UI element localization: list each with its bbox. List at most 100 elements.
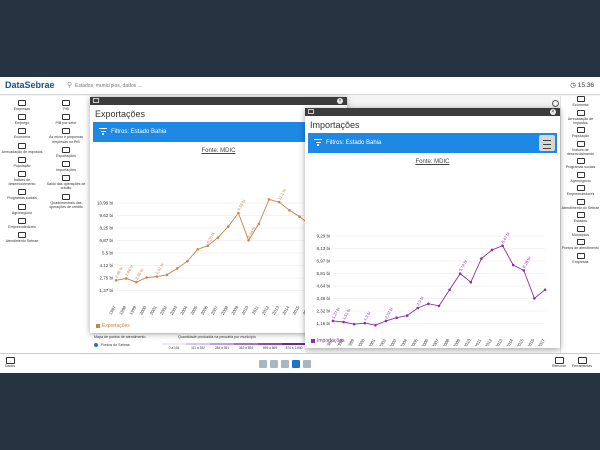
right-nav-item[interactable]: Programas sociais — [561, 158, 600, 169]
data-point[interactable] — [155, 275, 159, 278]
data-point[interactable] — [458, 272, 462, 275]
data-point[interactable] — [533, 297, 536, 300]
left-nav-col1-item[interactable]: Índices de desenvolvimento — [0, 171, 44, 186]
export-window-title: Exportações — [95, 109, 146, 119]
left-nav-col2-item[interactable]: PIB por setor — [44, 114, 88, 125]
hamburger-menu-icon[interactable] — [539, 135, 555, 151]
data-point[interactable] — [522, 269, 526, 272]
x-tick-label: 2008 — [220, 304, 229, 315]
right-nav-item[interactable]: Economia — [561, 96, 600, 107]
left-nav-col1-item[interactable]: População — [0, 156, 44, 168]
right-nav-item[interactable]: Índices de desenvolvimento — [561, 140, 600, 156]
right-nav-label: Pontos de atendimento — [562, 246, 599, 251]
page-dot[interactable] — [303, 360, 311, 368]
data-point[interactable] — [543, 288, 547, 292]
data-label: 1,37 bi — [331, 306, 341, 319]
export-filter-bar[interactable]: Filtros: Estado Bahia — [93, 122, 344, 142]
data-point[interactable] — [448, 288, 451, 292]
right-nav-item[interactable]: Pontos de atendimento — [561, 239, 600, 250]
left-nav-col1-item[interactable]: Empreendedores — [0, 217, 44, 229]
page-dot-active[interactable] — [292, 360, 300, 368]
left-nav-col1-item[interactable]: Atendimento Sebrae — [0, 232, 44, 243]
data-point[interactable] — [331, 319, 335, 323]
data-point[interactable] — [395, 316, 398, 320]
data-point[interactable] — [114, 278, 118, 282]
right-nav-item[interactable]: Empresas — [561, 252, 600, 264]
search-input[interactable] — [75, 80, 245, 91]
data-point[interactable] — [186, 259, 189, 263]
x-tick-label: 2005 — [410, 337, 419, 346]
import-filter-bar[interactable]: Filtros: Estado Bahia — [308, 133, 557, 153]
data-point[interactable] — [175, 267, 179, 270]
left-nav-col2-item[interactable]: Importações — [44, 161, 88, 172]
data-point[interactable] — [124, 277, 128, 280]
right-nav-item[interactable]: Empreendedores — [561, 185, 600, 196]
y-tick-label: 3,48 bi — [316, 296, 330, 301]
data-point[interactable] — [267, 198, 271, 201]
left-nav-col1-item[interactable]: Agronegócio — [0, 203, 44, 215]
data-point[interactable] — [165, 273, 169, 277]
remove-button[interactable]: Remover — [552, 357, 566, 368]
data-point[interactable] — [237, 211, 240, 215]
left-nav-col1-item[interactable]: Arrecadação de impostos — [0, 142, 44, 154]
import-window-bar[interactable]: × — [305, 108, 560, 116]
export-window-bar[interactable]: × — [90, 97, 347, 105]
data-point[interactable] — [352, 322, 356, 326]
data-button[interactable]: Dados — [5, 357, 15, 368]
data-point[interactable] — [257, 222, 261, 226]
right-nav-item[interactable]: Municípios — [561, 225, 600, 237]
data-point[interactable] — [405, 314, 409, 317]
data-point[interactable] — [288, 208, 291, 212]
left-nav-col1-item[interactable]: Economia — [0, 128, 44, 139]
data-point[interactable] — [342, 320, 345, 324]
right-nav-item[interactable]: Agronegócio — [561, 171, 600, 183]
left-nav-col2-item[interactable]: Saldo das operações de crédito — [44, 175, 88, 190]
data-point[interactable] — [511, 263, 515, 267]
import-source-link[interactable]: Fonte: MDIC — [415, 159, 450, 165]
data-point[interactable] — [135, 280, 138, 284]
data-point[interactable] — [416, 306, 420, 310]
left-nav-col1-item[interactable]: Emprego — [0, 114, 44, 125]
right-nav-item[interactable]: Estados — [561, 212, 600, 223]
data-point[interactable] — [437, 304, 441, 308]
page-dot[interactable] — [259, 360, 267, 368]
page-dot[interactable] — [281, 360, 289, 368]
app-screen: DataSebrae ⚲ ◷ 15:36 Empresas Emprego Econ… — [0, 77, 600, 373]
left-nav-col1-item[interactable]: Empresas — [0, 100, 44, 111]
left-nav-col2-item[interactable]: As micro e pequenas empresas no PIB — [44, 128, 88, 144]
data-point[interactable] — [363, 321, 367, 325]
tools-button[interactable]: Ferramentas — [572, 357, 592, 368]
left-nav-col1-item[interactable]: Programas sociais — [0, 189, 44, 200]
left-nav-col2-label: As micro e pequenas empresas no PIB — [49, 135, 83, 144]
right-nav-item[interactable]: População — [561, 127, 600, 138]
left-nav-col2-item[interactable]: Quadrimestrais das operações de crédito — [44, 193, 88, 209]
left-nav-col2-item[interactable]: PIB — [44, 100, 88, 111]
data-point[interactable] — [226, 225, 230, 228]
data-point[interactable] — [427, 302, 430, 306]
close-icon[interactable]: × — [550, 109, 556, 115]
data-point[interactable] — [206, 244, 210, 248]
data-point[interactable] — [196, 248, 199, 251]
export-filter-label: Filtros: Estado Bahia — [111, 129, 167, 135]
app-logo[interactable]: DataSebrae — [5, 80, 55, 90]
data-point[interactable] — [490, 248, 494, 252]
data-point[interactable] — [384, 319, 388, 323]
left-nav-col1-label: Arrecadação de impostos — [1, 149, 43, 154]
data-point[interactable] — [374, 323, 377, 327]
x-tick-label: 1999 — [346, 337, 355, 346]
right-nav-item[interactable]: Arrecadação de impostos — [561, 109, 600, 125]
globe-icon[interactable] — [552, 100, 559, 107]
page-dot[interactable] — [270, 360, 278, 368]
right-nav-item[interactable]: Atendimento do Sebrae — [561, 198, 600, 210]
data-point[interactable] — [480, 257, 483, 260]
data-point[interactable] — [216, 236, 220, 239]
data-point[interactable] — [501, 244, 504, 247]
data-point[interactable] — [298, 215, 301, 218]
data-point[interactable] — [145, 276, 148, 279]
data-point[interactable] — [277, 200, 281, 204]
close-icon[interactable]: × — [337, 98, 343, 104]
data-point[interactable] — [469, 280, 473, 284]
left-nav-col2-item[interactable]: Exportações — [44, 146, 88, 158]
export-source-link[interactable]: Fonte: MDIC — [201, 148, 236, 154]
data-point[interactable] — [247, 238, 250, 242]
